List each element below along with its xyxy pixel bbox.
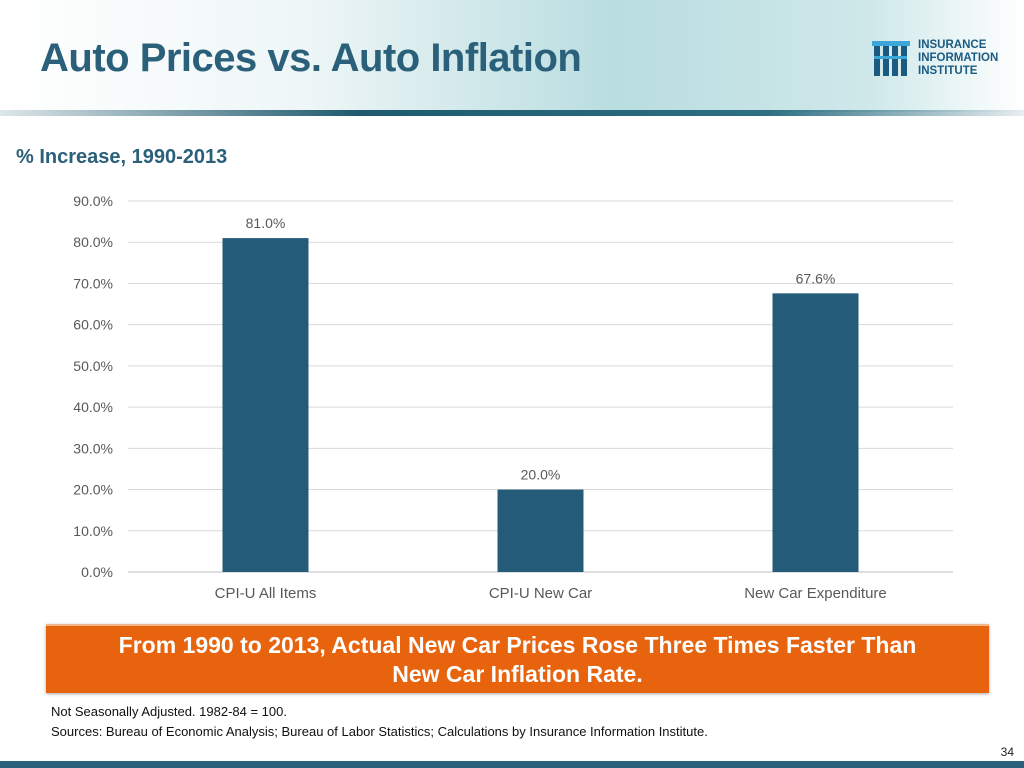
callout-line-2: New Car Inflation Rate. — [392, 661, 643, 687]
y-tick-label: 50.0% — [73, 358, 113, 374]
data-label: 67.6% — [796, 270, 836, 286]
y-tick-label: 20.0% — [73, 482, 113, 498]
data-label: 81.0% — [246, 215, 286, 231]
page-number: 34 — [1000, 745, 1014, 759]
y-tick-label: 70.0% — [73, 275, 113, 291]
logo-bars-icon — [872, 41, 910, 76]
y-tick-label: 0.0% — [81, 564, 113, 580]
x-tick-label: CPI-U All Items — [215, 585, 317, 602]
callout-line-1: From 1990 to 2013, Actual New Car Prices… — [118, 632, 917, 658]
y-tick-label: 10.0% — [73, 523, 113, 539]
callout-banner: From 1990 to 2013, Actual New Car Prices… — [46, 624, 989, 693]
x-tick-label: New Car Expenditure — [744, 585, 887, 602]
footnote-note: Not Seasonally Adjusted. 1982-84 = 100. — [51, 704, 287, 719]
y-tick-label: 40.0% — [73, 399, 113, 415]
institute-logo: INSURANCE INFORMATION INSTITUTE — [868, 38, 1018, 80]
y-tick-label: 90.0% — [73, 193, 113, 209]
chart-subtitle: % Increase, 1990-2013 — [16, 146, 228, 168]
page-title: Auto Prices vs. Auto Inflation — [40, 36, 582, 80]
y-tick-label: 80.0% — [73, 234, 113, 250]
bar — [222, 238, 309, 572]
bar — [772, 293, 859, 572]
bar — [497, 489, 584, 572]
logo-text: INSURANCE INFORMATION INSTITUTE — [918, 39, 998, 78]
x-tick-label: CPI-U New Car — [489, 585, 592, 602]
y-tick-label: 30.0% — [73, 440, 113, 456]
logo-line-1: INSURANCE — [918, 39, 987, 51]
logo-line-2: INFORMATION — [918, 52, 999, 64]
logo-line-3: INSTITUTE — [918, 65, 978, 77]
data-label: 20.0% — [521, 467, 561, 483]
header-rule — [0, 110, 1024, 116]
header-band — [0, 0, 1024, 112]
bottom-bar — [0, 761, 1024, 768]
bar-chart: 0.0% 10.0% 20.0% 30.0% 40.0% 50.0% 60.0% 70.0% 8… — [73, 193, 953, 602]
y-tick-label: 60.0% — [73, 317, 113, 333]
footnote-sources: Sources: Bureau of Economic Analysis; Bu… — [51, 724, 708, 739]
